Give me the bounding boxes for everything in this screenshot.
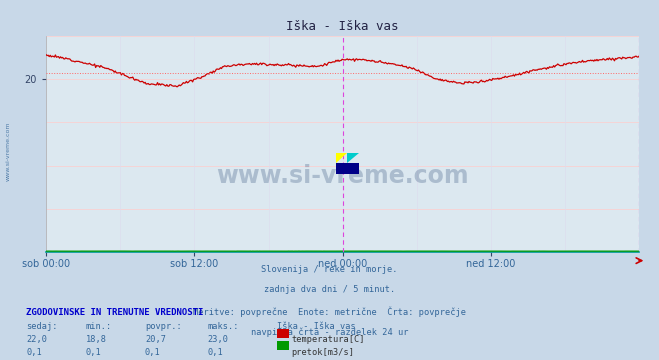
Text: pretok[m3/s]: pretok[m3/s] <box>291 348 355 357</box>
Text: www.si-vreme.com: www.si-vreme.com <box>5 121 11 181</box>
Polygon shape <box>347 153 359 163</box>
Text: www.si-vreme.com: www.si-vreme.com <box>216 165 469 188</box>
Text: 20,7: 20,7 <box>145 335 166 344</box>
Text: ZGODOVINSKE IN TRENUTNE VREDNOSTI: ZGODOVINSKE IN TRENUTNE VREDNOSTI <box>26 308 204 317</box>
Polygon shape <box>335 153 347 163</box>
Text: 18,8: 18,8 <box>86 335 107 344</box>
Text: temperatura[C]: temperatura[C] <box>291 335 365 344</box>
Text: 0,1: 0,1 <box>26 348 42 357</box>
Text: navpična črta - razdelek 24 ur: navpična črta - razdelek 24 ur <box>251 327 408 337</box>
Bar <box>335 163 359 174</box>
Text: min.:: min.: <box>86 322 112 331</box>
Text: 23,0: 23,0 <box>208 335 229 344</box>
Text: zadnja dva dni / 5 minut.: zadnja dva dni / 5 minut. <box>264 285 395 294</box>
Title: Iška - Iška vas: Iška - Iška vas <box>287 21 399 33</box>
Text: Meritve: povprečne  Enote: metrične  Črta: povprečje: Meritve: povprečne Enote: metrične Črta:… <box>193 306 466 317</box>
Text: maks.:: maks.: <box>208 322 239 331</box>
Text: povpr.:: povpr.: <box>145 322 182 331</box>
Text: 0,1: 0,1 <box>145 348 161 357</box>
Text: 0,1: 0,1 <box>208 348 223 357</box>
Text: Iška - Iška vas: Iška - Iška vas <box>277 322 355 331</box>
Text: Slovenija / reke in morje.: Slovenija / reke in morje. <box>261 265 398 274</box>
Text: 22,0: 22,0 <box>26 335 47 344</box>
Text: sedaj:: sedaj: <box>26 322 58 331</box>
Text: 0,1: 0,1 <box>86 348 101 357</box>
